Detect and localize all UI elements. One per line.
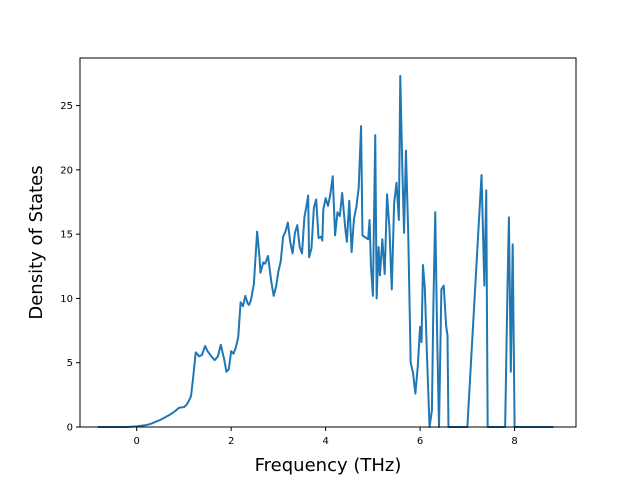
dos-line	[97, 75, 554, 428]
y-tick-label: 15	[60, 230, 73, 241]
y-tick-label: 10	[60, 294, 73, 305]
y-tick-label: 0	[67, 423, 73, 434]
y-tick-label: 25	[60, 101, 73, 112]
axes-frame	[79, 57, 577, 428]
y-tick-label: 5	[67, 358, 73, 369]
x-tick-label: 0	[133, 436, 139, 447]
x-axis-label: Frequency (THz)	[255, 455, 402, 476]
plot-area	[97, 75, 554, 428]
y-axis-ticks: 0 5 10 15 20 25	[60, 101, 80, 434]
x-axis-ticks: 0 2 4 6 8	[133, 427, 518, 447]
y-axis-label: Density of States	[26, 165, 47, 319]
x-tick-label: 8	[511, 436, 517, 447]
y-tick-label: 20	[60, 165, 73, 176]
x-tick-label: 6	[417, 436, 423, 447]
x-tick-label: 4	[322, 436, 328, 447]
x-tick-label: 2	[228, 436, 234, 447]
